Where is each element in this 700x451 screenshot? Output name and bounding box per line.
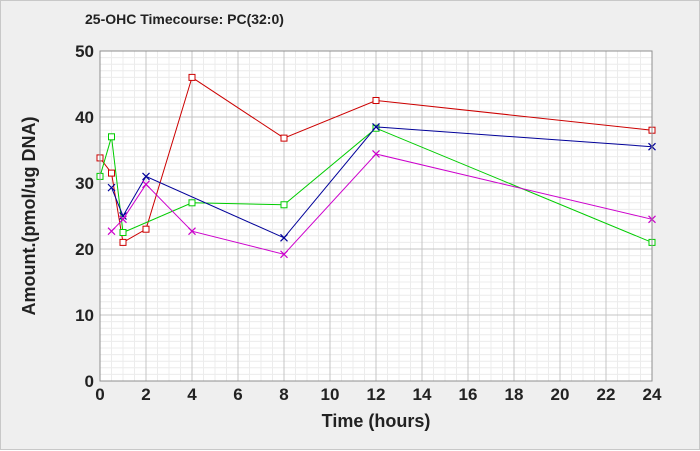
y-tick-label: 0 [85, 372, 94, 391]
x-tick-label: 12 [367, 385, 386, 404]
data-point-red [280, 134, 288, 142]
x-tick-label: 6 [233, 385, 242, 404]
data-point-blue [142, 172, 150, 181]
x-tick-label: 20 [551, 385, 570, 404]
series-line-blue [111, 126, 653, 239]
data-point-blue [280, 233, 288, 242]
x-tick-label: 24 [643, 385, 662, 404]
x-tick-label: 0 [95, 385, 104, 404]
x-tick-label: 8 [279, 385, 288, 404]
data-point-magenta [188, 227, 196, 236]
data-point-green [372, 124, 380, 132]
y-tick-label: 30 [75, 174, 94, 193]
series-line-red [99, 76, 653, 244]
y-tick-label: 50 [75, 42, 94, 61]
plot-border [99, 50, 653, 382]
y-tick-label: 20 [75, 240, 94, 259]
series-group [96, 50, 656, 382]
data-point-red [142, 225, 150, 233]
x-tick-label: 16 [459, 385, 478, 404]
data-point-blue [119, 212, 127, 220]
y-tick-label: 10 [75, 306, 94, 325]
x-tick-label: 10 [321, 385, 340, 404]
data-point-magenta [372, 150, 380, 158]
data-point-green [280, 201, 288, 209]
data-point-blue [372, 122, 380, 131]
x-axis-label: Time (hours) [322, 411, 431, 431]
data-point-blue [107, 183, 116, 192]
chart-title: 25-OHC Timecourse: PC(32:0) [85, 11, 284, 27]
data-point-green [108, 133, 115, 141]
x-tick-label: 2 [141, 385, 150, 404]
data-point-red [188, 73, 196, 81]
x-tick-label: 18 [505, 385, 524, 404]
x-tick-label: 22 [597, 385, 616, 404]
data-point-magenta [280, 250, 288, 259]
data-point-magenta [107, 227, 116, 236]
data-point-green [119, 229, 127, 236]
x-tick-label: 14 [413, 385, 432, 404]
data-point-magenta [119, 215, 127, 224]
series-magenta [107, 150, 656, 259]
y-axis-label: Amount.(pmol/ug DNA) [19, 117, 39, 316]
data-point-red [372, 97, 380, 104]
data-point-red [108, 169, 115, 177]
data-point-green [188, 199, 196, 207]
x-tick-label: 4 [187, 385, 197, 404]
y-tick-label: 40 [75, 108, 94, 127]
data-point-red [119, 238, 127, 246]
data-point-magenta [142, 180, 150, 189]
